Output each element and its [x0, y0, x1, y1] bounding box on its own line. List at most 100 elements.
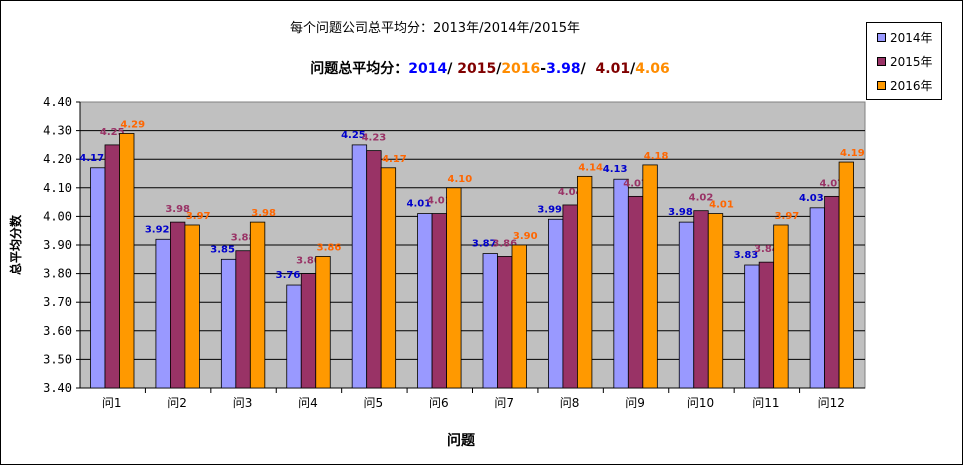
bar: [758, 261, 775, 389]
data-label: 3.86: [492, 238, 517, 249]
y-tick-label: 4.00: [43, 209, 72, 223]
chart-title: 每个问题公司总平均分：2013年/2014年/2015年: [289, 21, 580, 36]
data-label: 4.14: [578, 162, 603, 173]
x-tick-label: 问6: [429, 396, 449, 410]
data-label: 3.99: [537, 204, 562, 215]
chart-subtitle: 问题总平均分：2014/ 2015/2016-3.98/ 4.01/4.06: [0, 58, 963, 78]
bar: [613, 178, 629, 389]
data-label: 3.80: [296, 256, 321, 267]
data-label: 4.25: [100, 127, 125, 138]
bar: [627, 195, 644, 389]
data-label: 4.17: [382, 154, 407, 165]
subtitle-part: 2014: [408, 61, 448, 77]
bar: [417, 213, 433, 389]
data-label: 4.23: [362, 133, 387, 144]
data-label: 3.84: [754, 244, 779, 255]
subtitle-part: 4.06: [635, 61, 670, 77]
legend-item: 2014年: [877, 30, 933, 45]
y-tick-label: 4.40: [43, 95, 72, 109]
bar: [104, 144, 120, 389]
x-tick-label: 问3: [233, 396, 253, 410]
bar: [693, 210, 709, 389]
y-tick-label: 4.10: [43, 181, 72, 195]
x-tick-label: 问10: [687, 396, 714, 410]
bar: [249, 221, 266, 389]
data-label: 3.90: [513, 231, 538, 242]
y-tick-label: 3.90: [43, 238, 72, 252]
x-tick-label: 问11: [752, 396, 779, 410]
data-label: 4.07: [819, 178, 844, 189]
bar: [351, 144, 368, 389]
legend-swatch: [877, 56, 886, 66]
subtitle-part: 4.01: [595, 61, 631, 77]
legend-item: 2015年: [877, 54, 933, 69]
data-label: 4.04: [558, 187, 583, 198]
subtitle-part: 问题总平均分：: [310, 61, 409, 77]
legend-label: 2014年: [890, 30, 933, 45]
subtitle-part: /: [630, 61, 636, 77]
bar: [170, 221, 186, 389]
data-label: 4.17: [79, 153, 104, 164]
bar: [315, 256, 331, 389]
data-label: 4.13: [603, 164, 628, 175]
bar: [497, 256, 513, 389]
y-tick-label: 4.30: [43, 124, 72, 138]
bar: [380, 167, 397, 389]
legend-label: 2016年: [890, 78, 933, 93]
bar: [824, 195, 840, 389]
x-tick-label: 问7: [494, 396, 514, 410]
bar: [119, 133, 135, 389]
y-tick-label: 3.80: [43, 267, 72, 281]
bar: [642, 164, 658, 389]
bar: [744, 264, 760, 389]
bar: [838, 161, 854, 389]
subtitle-part: /: [496, 61, 502, 77]
y-axis-title: 总平均分数: [8, 214, 23, 275]
bar: [220, 258, 237, 389]
x-tick-label: 问8: [560, 396, 580, 410]
data-label: 3.87: [472, 239, 497, 250]
y-tick-label: 3.50: [43, 352, 72, 366]
x-tick-label: 问1: [102, 396, 122, 410]
data-label: 3.98: [165, 204, 190, 215]
x-axis-title: 问题: [447, 432, 476, 449]
legend-label: 2015年: [890, 54, 933, 69]
data-label: 4.03: [799, 193, 824, 204]
subtitle-part: /: [580, 61, 596, 77]
data-label: 4.19: [840, 148, 865, 159]
bar: [511, 244, 527, 389]
bar: [707, 213, 724, 389]
data-label: 4.01: [406, 199, 431, 210]
legend-swatch: [877, 32, 886, 42]
legend: 2014年 2015年 2016年: [866, 22, 942, 100]
bar: [562, 204, 578, 389]
bar: [809, 207, 825, 389]
bar: [548, 218, 564, 389]
data-label: 4.18: [644, 151, 669, 162]
subtitle-part: -: [540, 61, 547, 77]
bar: [90, 167, 106, 389]
subtitle-part: /: [447, 61, 458, 77]
bar: [235, 250, 251, 389]
bar: [678, 221, 695, 389]
subtitle-part: 2016: [501, 61, 541, 77]
bar: [366, 150, 382, 389]
bar: [773, 224, 789, 389]
x-tick-label: 问4: [298, 396, 318, 410]
data-label: 3.98: [668, 207, 693, 218]
legend-item: 2016年: [877, 78, 933, 93]
y-tick-label: 3.70: [43, 295, 72, 309]
y-tick-label: 4.20: [43, 152, 72, 166]
bar: [184, 224, 200, 389]
bar: [286, 284, 302, 389]
y-tick-label: 3.40: [43, 381, 72, 395]
bar: [155, 238, 171, 389]
data-label: 3.85: [210, 244, 235, 255]
x-tick-label: 问9: [625, 396, 645, 410]
data-label: 4.02: [689, 193, 714, 204]
bar: [300, 273, 317, 389]
y-tick-label: 3.60: [43, 324, 72, 338]
data-label: 3.98: [251, 208, 276, 219]
data-label: 3.83: [734, 250, 759, 261]
